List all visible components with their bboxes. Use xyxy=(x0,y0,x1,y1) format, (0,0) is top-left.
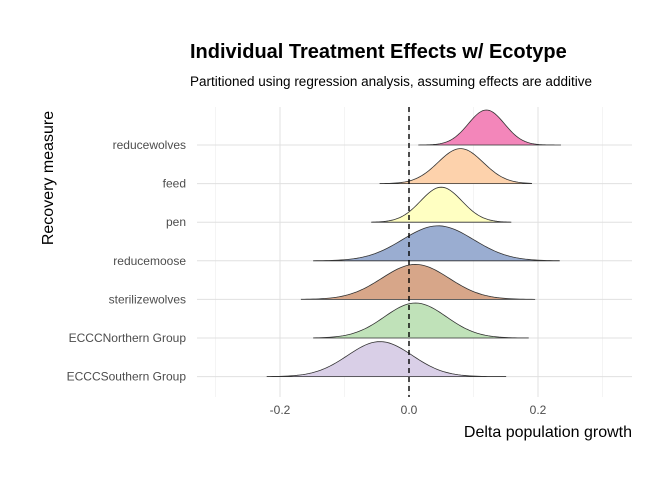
ridge-pen xyxy=(371,186,512,223)
ridges xyxy=(266,109,561,377)
x-axis-title: Delta population growth xyxy=(464,424,632,441)
ridge-feed xyxy=(379,148,532,184)
y-tick-label: feed xyxy=(163,177,186,191)
y-tick-label: reducemoose xyxy=(113,254,186,268)
y-tick-label: sterilizewolves xyxy=(109,292,186,306)
y-tick-label: reducewolves xyxy=(113,138,186,152)
y-tick-label: ECCCSouthern Group xyxy=(67,370,187,384)
x-tick-label: 0.2 xyxy=(530,403,547,417)
y-tick-labels: reducewolves feed pen reducemoose sterilizew… xyxy=(67,138,187,384)
ridge-reducewolves xyxy=(418,109,561,146)
ridge-reducemoose xyxy=(313,225,560,262)
y-axis-title: Recovery measure xyxy=(40,111,57,245)
ridge-ecccsouthern-group xyxy=(266,341,507,377)
y-tick-label: ECCCNorthern Group xyxy=(69,331,187,345)
x-tick-label: -0.2 xyxy=(270,403,291,417)
x-tick-label: 0.0 xyxy=(401,403,418,417)
y-tick-label: pen xyxy=(166,215,186,229)
ridge-sterilizewolves xyxy=(300,263,536,300)
ridge-ecccnorthern-group xyxy=(313,302,529,339)
chart-title: Individual Treatment Effects w/ Ecotype xyxy=(190,41,567,63)
x-tick-labels: -0.2 0.0 0.2 xyxy=(270,403,547,417)
chart-subtitle: Partitioned using regression analysis, a… xyxy=(190,74,592,89)
